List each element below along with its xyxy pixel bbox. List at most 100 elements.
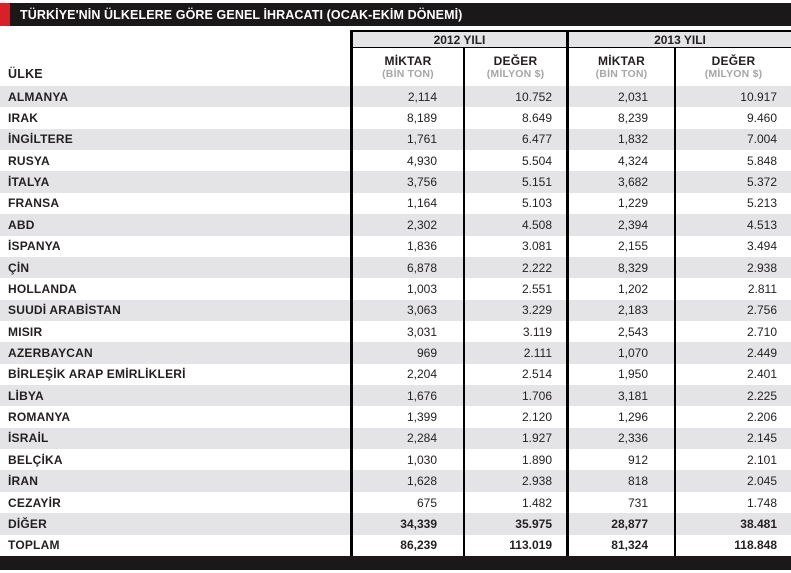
cell-2013-miktar: 2,394: [566, 214, 674, 236]
table-row: AZERBAYCAN 969 2.111 1,070 2.449: [0, 342, 791, 364]
cell-country: İSRAİL: [8, 431, 49, 446]
cell-2012-deger: 35.975: [463, 513, 566, 535]
table-row: BİRLEŞİK ARAP EMİRLİKLERİ 2,204 2.514 1,950…: [0, 363, 791, 386]
cell-2012-deger: 2.514: [463, 363, 566, 386]
cell-2013-miktar: 818: [566, 470, 674, 492]
cell-2013-miktar: 731: [566, 491, 674, 514]
cell-2013-miktar: 1,070: [566, 342, 674, 364]
cell-2012-deger: 10.752: [463, 86, 566, 108]
cell-2013-miktar: 1,202: [566, 278, 674, 300]
cell-country: İRAN: [8, 474, 39, 489]
deger-label: DEĞER: [493, 53, 538, 68]
cell-2013-miktar: 2,031: [566, 86, 674, 108]
cell-2012-deger: 8.649: [463, 107, 566, 129]
cell-2012-miktar: 1,399: [350, 406, 463, 428]
cell-2012-miktar: 34,339: [350, 513, 463, 535]
column-header-row: ÜLKE MİKTAR (BİN TON) DEĞER (MİLYON $) M…: [0, 48, 791, 86]
cell-2013-deger: 2.206: [674, 406, 791, 428]
cell-2013-miktar: 912: [566, 449, 674, 471]
table-row: LİBYA 1,676 1.706 3,181 2.225: [0, 385, 791, 407]
cell-2013-deger: 2.401: [674, 363, 791, 386]
cell-2012-miktar: 2,302: [350, 214, 463, 236]
cell-country: ALMANYA: [8, 89, 69, 104]
red-accent-block: [0, 3, 10, 26]
cell-country: BİRLEŞİK ARAP EMİRLİKLERİ: [8, 367, 186, 382]
cell-2013-deger: 2.045: [674, 470, 791, 492]
table-row: FRANSA 1,164 5.103 1,229 5.213: [0, 192, 791, 215]
bottom-bar: [0, 555, 791, 570]
table-row: İTALYA 3,756 5.151 3,682 5.372: [0, 171, 791, 193]
title-bar: TÜRKİYE'NİN ÜLKELERE GÖRE GENEL İHRACATI…: [0, 3, 791, 26]
cell-2013-deger: 4.513: [674, 214, 791, 236]
cell-country: İSPANYA: [8, 239, 61, 254]
cell-2013-miktar: 4,324: [566, 150, 674, 172]
cell-2012-deger: 2.222: [463, 256, 566, 279]
table-row: HOLLANDA 1,003 2.551 1,202 2.811: [0, 278, 791, 300]
cell-2013-miktar: 3,181: [566, 385, 674, 407]
cell-2012-miktar: 1,836: [350, 235, 463, 257]
cell-2013-deger: 2.225: [674, 385, 791, 407]
header-2012-deger: DEĞER (MİLYON $): [463, 48, 566, 86]
cell-2013-miktar: 1,950: [566, 363, 674, 386]
cell-2012-deger: 1.927: [463, 427, 566, 450]
cell-2013-deger: 38.481: [674, 513, 791, 535]
table-row: İNGİLTERE 1,761 6.477 1,832 7.004: [0, 128, 791, 151]
year-header-row: 2012 YILI 2013 YILI: [0, 30, 791, 48]
cell-2012-miktar: 969: [350, 342, 463, 364]
table-row: ROMANYA 1,399 2.120 1,296 2.206: [0, 406, 791, 428]
cell-2013-miktar: 2,543: [566, 320, 674, 343]
cell-2012-miktar: 6,878: [350, 256, 463, 279]
cell-2012-miktar: 3,031: [350, 320, 463, 343]
header-2012-miktar: MİKTAR (BİN TON): [350, 48, 463, 86]
table-body: ALMANYA 2,114 10.752 2,031 10.917 IRAK 8,189 8.…: [0, 86, 791, 556]
cell-2012-miktar: 86,239: [350, 534, 463, 556]
cell-2013-deger: 5.372: [674, 171, 791, 193]
table-row: RUSYA 4,930 5.504 4,324 5.848: [0, 150, 791, 172]
cell-2012-miktar: 2,284: [350, 427, 463, 450]
cell-2013-deger: 7.004: [674, 128, 791, 151]
cell-2012-deger: 5.504: [463, 150, 566, 172]
cell-2012-deger: 5.151: [463, 171, 566, 193]
table-row: İSRAİL 2,284 1.927 2,336 2.145: [0, 427, 791, 450]
table-row: ABD 2,302 4.508 2,394 4.513: [0, 214, 791, 236]
cell-2013-miktar: 1,229: [566, 192, 674, 215]
cell-country: İTALYA: [8, 175, 50, 190]
cell-2012-deger: 3.229: [463, 299, 566, 321]
table-row: IRAK 8,189 8.649 8,239 9.460: [0, 107, 791, 129]
cell-country: RUSYA: [8, 153, 50, 168]
table-row: DİĞER 34,339 35.975 28,877 38.481: [0, 513, 791, 535]
header-2013-deger: DEĞER (MİLYON $): [674, 48, 791, 86]
cell-2013-deger: 2.756: [674, 299, 791, 321]
cell-2012-deger: 2.120: [463, 406, 566, 428]
table-row: İSPANYA 1,836 3.081 2,155 3.494: [0, 235, 791, 257]
table-row: TOPLAM 86,239 113.019 81,324 118.848: [0, 534, 791, 556]
cell-country: ABD: [8, 217, 35, 232]
cell-2012-miktar: 1,030: [350, 449, 463, 471]
miktar-unit: (BİN TON): [595, 67, 648, 80]
cell-2013-deger: 5.213: [674, 192, 791, 215]
cell-2012-miktar: 1,761: [350, 128, 463, 151]
cell-country: SUUDİ ARABİSTAN: [8, 303, 121, 318]
cell-country: MISIR: [8, 324, 43, 339]
deger-unit: (MİLYON $): [704, 67, 763, 80]
page-title: TÜRKİYE'NİN ÜLKELERE GÖRE GENEL İHRACATI…: [20, 7, 463, 22]
cell-2013-deger: 1.748: [674, 491, 791, 514]
cell-2013-deger: 3.494: [674, 235, 791, 257]
cell-2012-deger: 1.890: [463, 449, 566, 471]
cell-country: HOLLANDA: [8, 281, 77, 296]
exports-table: 2012 YILI 2013 YILI ÜLKE MİKTAR (BİN TON…: [0, 30, 791, 556]
cell-2012-miktar: 675: [350, 491, 463, 514]
cell-2013-deger: 2.101: [674, 449, 791, 471]
year-header-2013: 2013 YILI: [566, 30, 791, 48]
cell-country: AZERBAYCAN: [8, 345, 93, 360]
table-row: MISIR 3,031 3.119 2,543 2.710: [0, 320, 791, 343]
cell-2013-deger: 118.848: [674, 534, 791, 556]
cell-country: LİBYA: [8, 388, 44, 403]
cell-2012-deger: 4.508: [463, 214, 566, 236]
cell-2013-miktar: 81,324: [566, 534, 674, 556]
country-column-header: ÜLKE: [8, 67, 43, 81]
cell-2012-deger: 113.019: [463, 534, 566, 556]
cell-2012-deger: 3.081: [463, 235, 566, 257]
cell-2013-deger: 2.145: [674, 427, 791, 450]
cell-2013-deger: 2.449: [674, 342, 791, 364]
